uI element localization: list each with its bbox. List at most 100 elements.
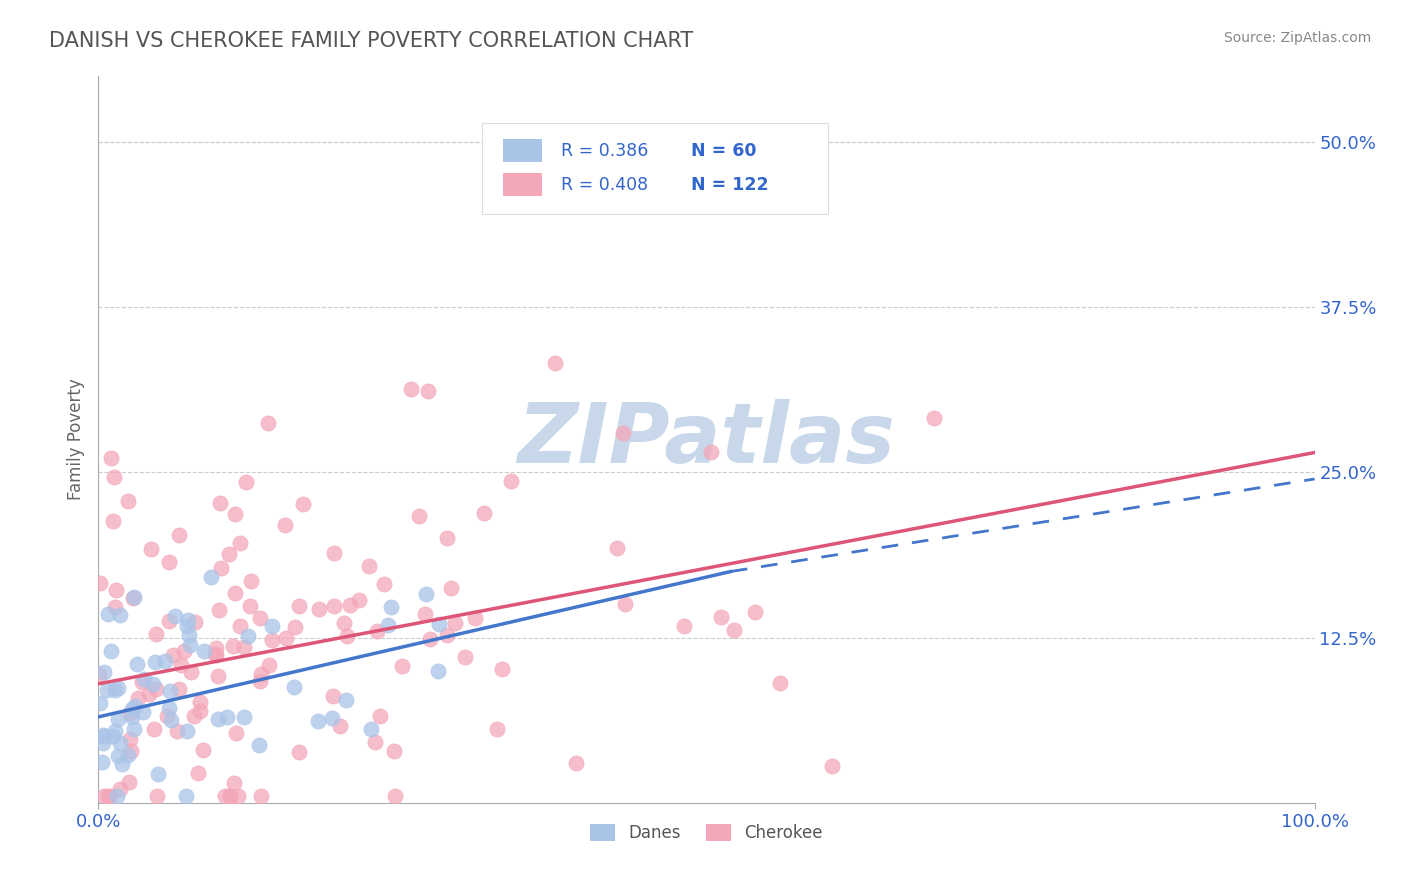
Point — [165, 609, 187, 624]
Point — [377, 618, 399, 632]
Text: ZIPatlas: ZIPatlas — [517, 399, 896, 480]
Point — [107, 712, 129, 726]
Point — [768, 676, 790, 690]
Point — [96, 682, 118, 697]
Point — [108, 782, 131, 797]
Point — [204, 647, 226, 661]
Point — [107, 681, 129, 695]
Point — [104, 723, 127, 738]
Point — [373, 576, 395, 591]
Point — [565, 756, 588, 771]
Point — [145, 626, 167, 640]
Point — [93, 789, 115, 804]
Point — [274, 631, 297, 645]
Point — [117, 747, 139, 762]
Point — [125, 657, 148, 671]
Point — [366, 624, 388, 638]
Point — [229, 619, 252, 633]
Point — [257, 657, 280, 672]
Point — [105, 789, 128, 804]
Point — [323, 599, 346, 613]
Text: Source: ZipAtlas.com: Source: ZipAtlas.com — [1223, 31, 1371, 45]
Point — [239, 599, 262, 613]
Point — [157, 700, 180, 714]
Point — [98, 789, 121, 804]
Point — [157, 556, 180, 570]
Point — [427, 616, 450, 631]
Point — [239, 574, 262, 588]
Point — [233, 640, 256, 655]
FancyBboxPatch shape — [481, 123, 828, 214]
Point — [368, 708, 391, 723]
Point — [94, 729, 117, 743]
Point — [209, 496, 232, 510]
Point — [180, 665, 202, 680]
Point — [104, 583, 127, 598]
Point — [101, 729, 124, 743]
Point — [215, 710, 238, 724]
Point — [87, 668, 110, 682]
Point — [159, 684, 181, 698]
Point — [322, 689, 344, 703]
Point — [247, 739, 270, 753]
Point — [501, 474, 523, 488]
Point — [193, 644, 215, 658]
Point — [179, 628, 201, 642]
Point — [142, 677, 165, 691]
Point — [107, 748, 129, 763]
Point — [103, 514, 125, 528]
Point — [153, 654, 176, 668]
Point — [222, 776, 245, 790]
Point — [214, 789, 236, 804]
Point — [485, 723, 508, 737]
Point — [108, 736, 131, 750]
Point — [236, 629, 259, 643]
Point — [284, 619, 307, 633]
Point — [169, 681, 191, 696]
Point — [156, 708, 179, 723]
Point — [229, 536, 252, 550]
Point — [122, 590, 145, 604]
Point — [384, 789, 406, 804]
Point — [188, 704, 211, 718]
Point — [204, 641, 226, 656]
Point — [464, 611, 486, 625]
Point — [204, 648, 226, 662]
Point — [131, 674, 153, 689]
Text: DANISH VS CHEROKEE FAMILY POVERTY CORRELATION CHART: DANISH VS CHEROKEE FAMILY POVERTY CORREL… — [49, 31, 693, 51]
Point — [118, 775, 141, 789]
Point — [167, 528, 190, 542]
Point — [606, 541, 628, 555]
Point — [179, 638, 201, 652]
Point — [209, 560, 232, 574]
Point — [90, 755, 112, 769]
Point — [225, 725, 247, 739]
Point — [143, 655, 166, 669]
Point — [232, 709, 254, 723]
Point — [218, 547, 240, 561]
Point — [177, 613, 200, 627]
Point — [224, 507, 246, 521]
Point — [333, 615, 356, 630]
Point — [436, 532, 458, 546]
Point — [321, 711, 343, 725]
Text: R = 0.408: R = 0.408 — [561, 176, 648, 194]
Point — [127, 690, 149, 705]
Point — [700, 445, 723, 459]
Point — [91, 728, 114, 742]
Point — [288, 599, 311, 613]
Point — [322, 546, 344, 560]
Point — [436, 628, 458, 642]
Point — [174, 789, 197, 804]
Point — [145, 681, 167, 696]
Point — [262, 633, 284, 648]
Point — [491, 662, 513, 676]
Point — [157, 614, 180, 628]
Point — [100, 451, 122, 466]
Point — [96, 789, 118, 804]
Point — [347, 592, 370, 607]
Point — [103, 470, 125, 484]
Point — [472, 506, 495, 520]
Point — [138, 687, 160, 701]
Point — [364, 735, 387, 749]
